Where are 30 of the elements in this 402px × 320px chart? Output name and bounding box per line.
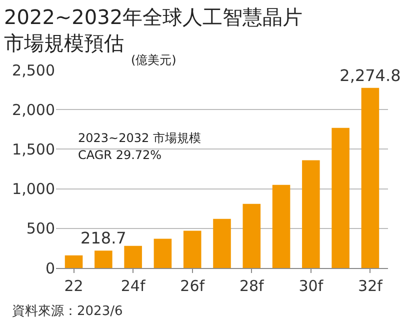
x-tick-label: 26f: [180, 277, 206, 295]
chart-title: 2022~2032年全球人工智慧晶片市場規模預估: [4, 5, 303, 55]
bar: [64, 255, 83, 268]
x-tick-label: 24f: [120, 277, 146, 295]
x-tick-label: 28f: [239, 277, 265, 295]
bar: [361, 88, 380, 268]
bar: [154, 238, 172, 268]
source-note: 資料來源：2023/6: [12, 304, 123, 319]
annotation: 2023~2032 市場規模: [78, 131, 201, 145]
annotation: CAGR 29.72%: [78, 148, 162, 162]
y-tick-label: 0: [45, 259, 55, 278]
y-tick-label: 500: [26, 220, 55, 238]
chart-subtitle: (億美元): [131, 53, 176, 67]
bar: [242, 204, 261, 268]
x-tick-label: 22: [64, 277, 84, 295]
y-tick-label: 1,500: [12, 140, 55, 158]
y-tick-label: 1,000: [12, 180, 55, 198]
bar: [213, 218, 231, 268]
bar: [272, 184, 290, 268]
data-label: 2,274.8: [340, 66, 401, 85]
x-tick-label: 30f: [298, 277, 324, 295]
bar: [332, 128, 350, 268]
y-tick-label: 2,500: [12, 61, 55, 80]
bar: [124, 246, 142, 268]
y-tick-label: 2,000: [12, 100, 55, 119]
bar: [94, 250, 112, 268]
data-label: 218.7: [80, 228, 126, 248]
bar: [302, 160, 320, 268]
x-tick-label: 32f: [358, 277, 384, 295]
bar: [183, 230, 202, 268]
